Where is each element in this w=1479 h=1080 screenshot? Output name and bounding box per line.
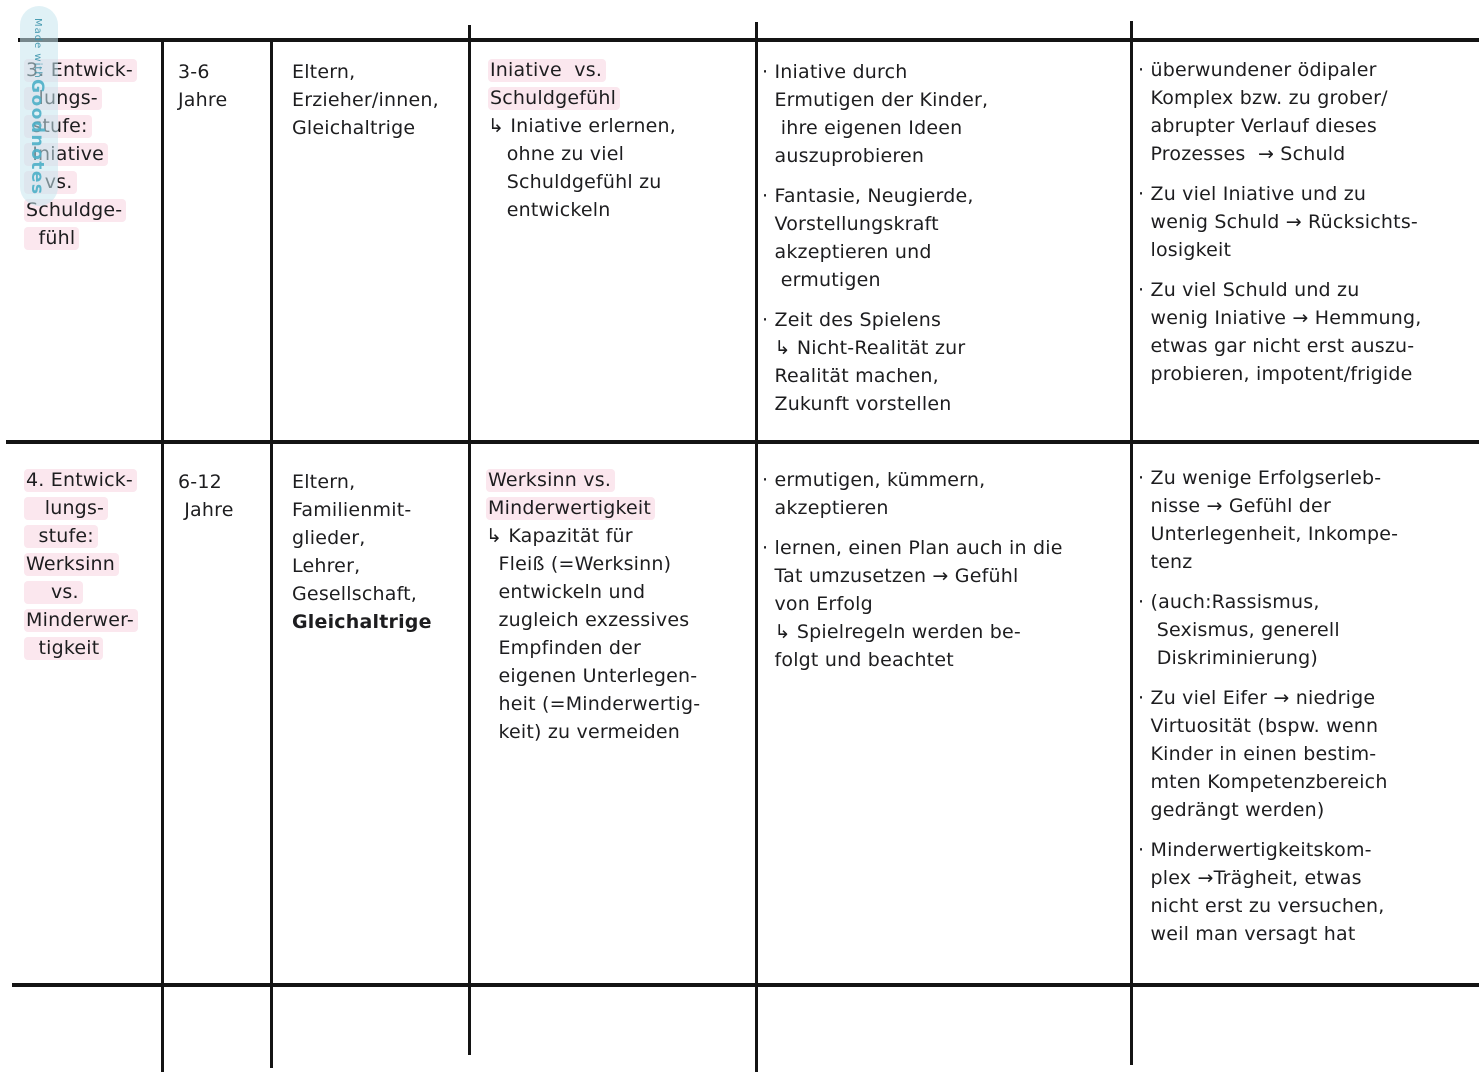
table-column-divider-3 (468, 25, 471, 1055)
table-row-divider (6, 440, 1479, 444)
cell-positive-influences-row1: · Iniative durch Ermutigen der Kinder, i… (762, 61, 989, 415)
cell-social-environment-row2: Eltern, Familienmit- glieder, Lehrer, Ge… (292, 468, 464, 636)
crisis-header-row1: Iniative vs. Schuldgefühl (488, 56, 750, 112)
table-border-bottom (12, 983, 1479, 987)
table-border-top (18, 38, 1479, 42)
cell-stage-title-row2: 4. Entwick- lungs- stufe: Werksinn vs. Min… (24, 466, 160, 662)
watermark-brand-label: Goodnotes (27, 78, 47, 196)
cell-crisis-row2: Werksinn vs. Minderwertigkeit ↳ Kapazität… (486, 466, 752, 746)
goodnotes-watermark: Made withGoodnotes (20, 6, 58, 206)
table-column-divider-2 (270, 40, 273, 1068)
crisis-header-row2: Werksinn vs. Minderwertigkeit (486, 466, 752, 522)
table-column-divider-1 (161, 40, 164, 1072)
cell-crisis-row1: Iniative vs. Schuldgefühl ↳ Iniative erle… (488, 56, 750, 224)
watermark-made-with-label: Made with (32, 18, 43, 79)
cell-social-environment-row1: Eltern, Erzieher/innen, Gleichaltrige (292, 61, 439, 139)
people-list-row2: Eltern, Familienmit- glieder, Lehrer, Ge… (292, 471, 418, 605)
cell-outcomes-row2: · Zu wenige Erfolgserleb- nisse → Gefühl… (1138, 467, 1399, 945)
cell-age-range-row1: 3-6 Jahre (178, 61, 228, 111)
cell-age-range-row2: 6-12 Jahre (178, 471, 234, 521)
people-bold-row2: Gleichaltrige (292, 611, 432, 633)
crisis-detail-row2: ↳ Kapazität für Fleiß (=Werksinn) entwic… (486, 525, 701, 743)
table-column-divider-4 (755, 22, 758, 1072)
cell-positive-influences-row2: · ermutigen, kümmern, akzeptieren · lerne… (762, 469, 1063, 671)
crisis-detail-row1: ↳ Iniative erlernen, ohne zu viel Schuld… (488, 115, 676, 221)
goodnotes-watermark-text: Made withGoodnotes (27, 18, 47, 203)
cell-outcomes-row1: · überwundener ödipaler Komplex bzw. zu … (1138, 59, 1422, 385)
table-column-divider-5 (1130, 21, 1133, 1065)
